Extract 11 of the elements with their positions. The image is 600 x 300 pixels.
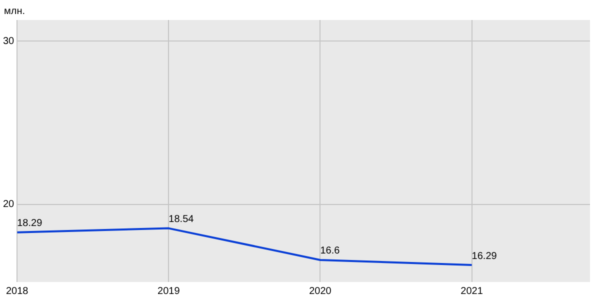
data-label: 16.6	[320, 246, 340, 257]
x-tick-label: 2020	[309, 286, 332, 297]
y-axis-title: млн.	[4, 6, 26, 17]
x-tick-label: 2019	[158, 286, 180, 297]
data-label: 18.29	[17, 218, 43, 230]
y-tick-label: 30	[3, 36, 15, 47]
x-tick-label: 2021	[460, 286, 484, 297]
data-label: 16.29	[472, 250, 498, 262]
data-label: 18.54	[168, 214, 194, 226]
y-tick-label: 20	[3, 199, 15, 210]
x-tick-label: 2018	[6, 286, 29, 297]
